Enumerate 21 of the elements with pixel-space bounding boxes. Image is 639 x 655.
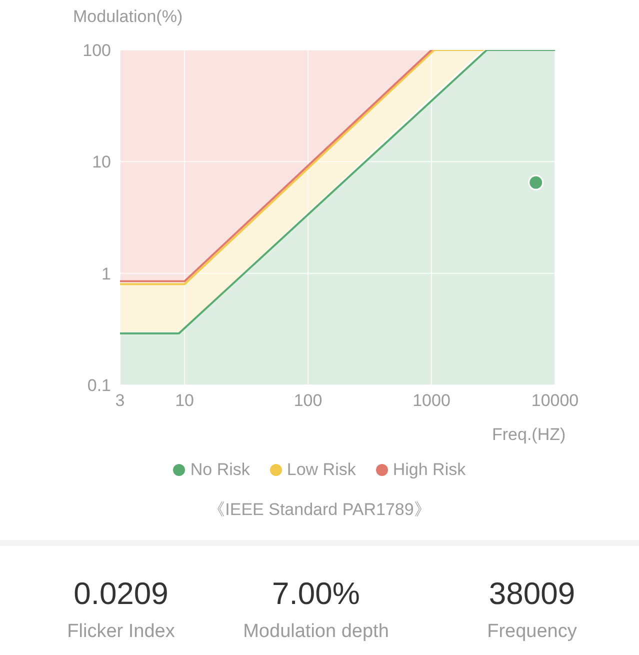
legend-label: No Risk [190,460,250,480]
text: 7.00% [271,576,361,612]
y-axis-title: Modulation(%) [73,7,183,27]
text: Frequency [487,620,577,644]
x-axis-title: Freq.(HZ) [492,425,566,445]
text: 38009 [488,576,576,612]
x-tick-label: 10 [175,391,194,410]
x-tick-label: 100 [294,391,322,410]
text: Flicker Index [67,620,175,644]
x-tick-label: 10000 [531,391,579,410]
x-tick-label: 1000 [412,391,450,410]
text: 《IEEE Standard PAR1789》 [207,499,432,521]
text: 0.0209 [72,576,170,612]
x-tick-label: 3 [115,391,125,410]
y-tick-label: 100 [82,41,111,60]
y-tick-label: 1 [102,264,111,284]
y-tick-label: 0.1 [87,376,111,396]
y-tick-label: 10 [92,152,111,172]
legend-label: Low Risk [286,460,356,480]
text: Modulation depth [243,620,389,644]
legend-label: High Risk [392,460,466,480]
